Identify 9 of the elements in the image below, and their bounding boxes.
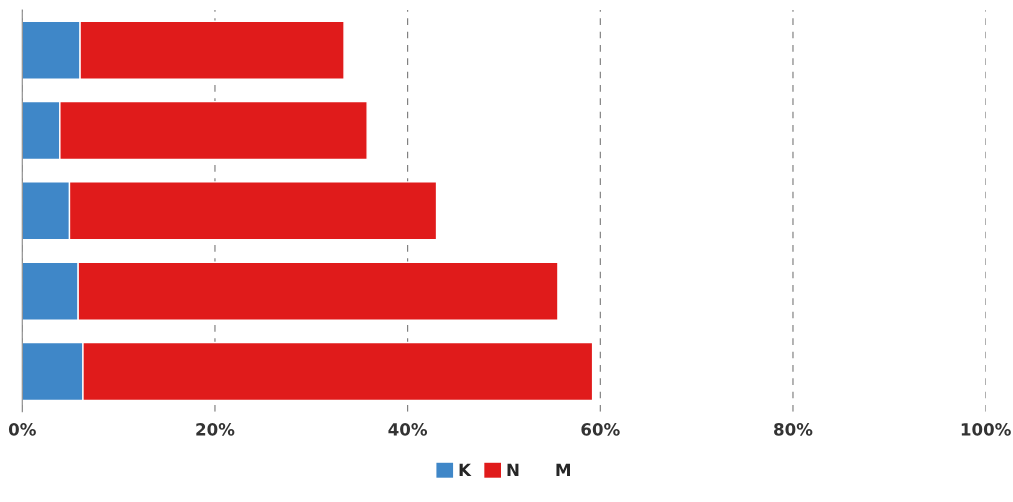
legend-label: N xyxy=(507,463,519,476)
text: M xyxy=(556,463,570,476)
legend-label: K xyxy=(459,463,472,476)
x-tick-label: 0% xyxy=(8,423,36,436)
x-tick-label: 60% xyxy=(581,423,620,436)
x-tick-label: 100% xyxy=(961,423,1011,436)
x-tick-label: 20% xyxy=(196,423,235,436)
x-tick-label: 80% xyxy=(774,423,813,436)
x-tick-label: 40% xyxy=(388,423,428,436)
